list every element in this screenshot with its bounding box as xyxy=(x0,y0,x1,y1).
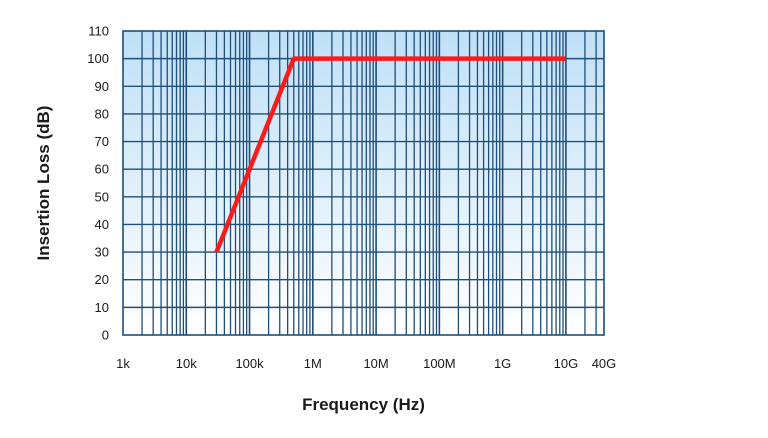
x-tick-label: 1G xyxy=(494,356,511,371)
x-tick-label: 1k xyxy=(116,356,130,371)
x-tick-label: 1M xyxy=(304,356,322,371)
x-axis-ticks: 1k 10k 100k 1M 10M 100M 1G 10G 40G xyxy=(116,356,616,371)
y-tick-label: 50 xyxy=(95,189,109,204)
x-axis-title: Frequency (Hz) xyxy=(302,395,425,414)
x-tick-label: 10M xyxy=(363,356,388,371)
x-tick-label: 10G xyxy=(554,356,579,371)
y-tick-label: 110 xyxy=(88,24,109,39)
y-tick-label: 30 xyxy=(95,245,109,260)
y-tick-label: 10 xyxy=(95,300,109,315)
series-layer xyxy=(214,56,566,253)
x-tick-label: 100M xyxy=(423,356,456,371)
x-tick-label: 100k xyxy=(235,356,264,371)
grid xyxy=(123,31,604,335)
y-tick-label: 80 xyxy=(95,106,109,121)
x-tick-label: 40G xyxy=(592,356,617,371)
y-axis-title: Insertion Loss (dB) xyxy=(34,106,53,261)
y-tick-label: 40 xyxy=(95,217,109,232)
y-tick-label: 90 xyxy=(95,79,109,94)
insertion-loss-series-line xyxy=(214,56,566,253)
y-axis-ticks: 0 10 20 30 40 50 60 70 80 90 100 110 xyxy=(87,24,109,343)
y-tick-label: 100 xyxy=(87,51,109,66)
y-tick-label: 60 xyxy=(95,162,109,177)
plot-frame xyxy=(122,30,605,336)
plot-area xyxy=(123,31,604,335)
x-tick-label: 10k xyxy=(176,356,197,371)
y-tick-label: 0 xyxy=(102,328,109,343)
y-tick-label: 20 xyxy=(95,272,109,287)
y-tick-label: 70 xyxy=(95,134,109,149)
